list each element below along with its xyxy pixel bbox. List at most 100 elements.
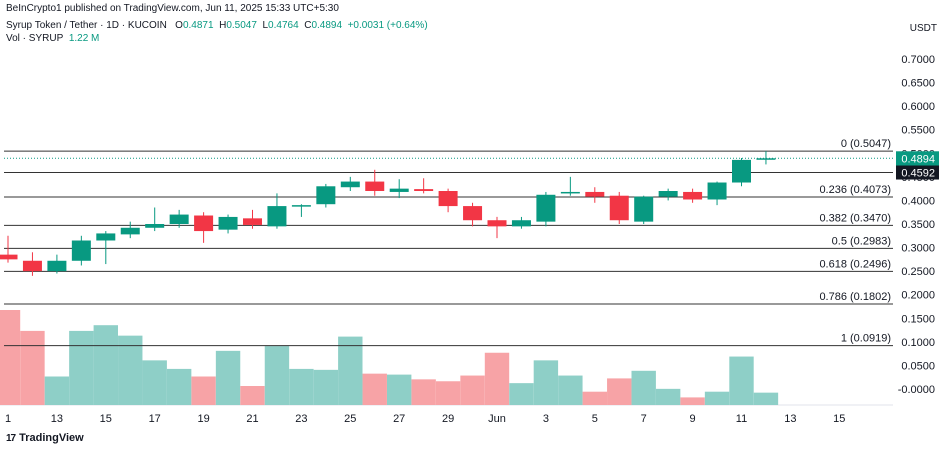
high-label: H [219, 20, 227, 31]
candle-body [560, 191, 580, 194]
volume-bar [20, 330, 45, 405]
volume-bar [460, 375, 485, 405]
volume-bar [44, 376, 70, 405]
candle-body [120, 227, 140, 235]
x-tick-label: 15 [833, 413, 845, 425]
brand-name: TradingView [19, 432, 84, 444]
x-tick-label: 13 [784, 413, 796, 425]
y-tick-label: 0.6500 [901, 78, 935, 90]
candle-body [511, 220, 531, 227]
symbol-name[interactable]: Syrup Token / Tether · 1D · KUCOIN [6, 20, 167, 31]
low-label: L [262, 20, 269, 31]
volume-bar [729, 356, 754, 405]
volume-bar [240, 386, 265, 405]
y-tick-label: 0.2000 [901, 290, 935, 302]
y-tick-label: -0.0000 [898, 384, 935, 396]
fib-level-label: 0 (0.5047) [841, 138, 891, 150]
last-price-label: 0.4894 [901, 153, 935, 165]
y-tick-label: 0.4000 [901, 195, 935, 207]
y-tick-label: 0.1000 [901, 337, 935, 349]
y-tick-label: 0.3000 [901, 243, 935, 255]
candle-body [145, 224, 165, 228]
volume-bar [607, 378, 632, 405]
x-tick-label: 21 [246, 413, 258, 425]
x-tick-label: 13 [51, 413, 63, 425]
candle-body [487, 220, 507, 227]
currency-label[interactable]: USDT [909, 23, 937, 34]
prev-close-label: 0.4592 [901, 168, 935, 180]
candle-body [0, 254, 18, 260]
candle-body [536, 194, 556, 222]
change-value: +0.0031 (+0.64%) [347, 20, 428, 31]
candle-body [658, 191, 678, 197]
candle-body [96, 233, 116, 241]
open-value: 0.4871 [182, 20, 214, 31]
tradingview-brand[interactable]: 17 TradingView [6, 432, 84, 444]
candle-body [267, 206, 287, 227]
publish-info: BeInCrypto1 published on TradingView.com… [6, 3, 339, 14]
candle-body [389, 188, 409, 192]
volume-bar [704, 391, 730, 405]
fib-level-label: 0.618 (0.2496) [819, 258, 891, 270]
candle-body [291, 205, 311, 207]
candle-body [609, 195, 629, 221]
volume-bar [484, 352, 510, 405]
fib-level-label: 0.786 (0.1802) [819, 291, 891, 303]
volume-bar [93, 325, 118, 405]
volume-bar [753, 392, 779, 405]
high-value: 0.5047 [226, 20, 257, 31]
x-tick-label: 7 [641, 413, 647, 425]
volume-bar [509, 383, 534, 405]
candle-body [634, 196, 654, 222]
candle-body [218, 216, 238, 230]
candle-body [340, 181, 360, 188]
candle-body [22, 260, 42, 272]
volume-bar [0, 310, 21, 405]
x-tick-label: 15 [100, 413, 112, 425]
fib-level-label: 0.5 (0.2983) [832, 235, 891, 247]
y-tick-label: 0.1500 [901, 313, 935, 325]
volume-bar [166, 368, 192, 405]
x-tick-label: 9 [690, 413, 696, 425]
volume-bar [655, 388, 681, 405]
volume-bar [191, 376, 216, 405]
y-tick-label: 0.3500 [901, 219, 935, 231]
x-tick-label: 5 [592, 413, 598, 425]
open-label: O [175, 20, 183, 31]
prev-close-badge [896, 165, 939, 180]
candle-body [707, 182, 727, 200]
low-value: 0.4764 [268, 20, 299, 31]
fib-level-label: 0.382 (0.3470) [819, 212, 891, 224]
x-tick-label: 27 [393, 413, 405, 425]
candle-body [47, 260, 67, 272]
x-tick-label: 17 [149, 413, 161, 425]
volume-bar [362, 373, 387, 405]
volume-bar [435, 381, 461, 405]
candle-body [194, 215, 214, 232]
volume-bar [118, 335, 143, 405]
volume-bar [558, 375, 583, 405]
candle-body [732, 159, 751, 183]
y-tick-label: 0.7000 [901, 54, 935, 66]
volume-bar [264, 346, 290, 405]
x-tick-label: 1 [5, 413, 11, 425]
candle-body [414, 189, 434, 191]
candle-body [683, 191, 703, 200]
volume-value: 1.22 M [68, 33, 100, 44]
x-tick-label: 25 [344, 413, 356, 425]
volume-bar [533, 360, 559, 405]
close-value: 0.4894 [311, 20, 343, 31]
volume-bar [631, 370, 656, 405]
x-tick-label: 29 [442, 413, 454, 425]
fib-level-label: 0.236 (0.4073) [819, 184, 891, 196]
candle-body [365, 181, 385, 191]
volume-label[interactable]: Vol · SYRUP [6, 33, 64, 44]
y-tick-label: 0.5500 [901, 125, 935, 137]
tradingview-logo-icon: 17 [6, 433, 16, 444]
volume-bar [215, 350, 241, 405]
volume-legend: Vol · SYRUP 1.22 M [6, 33, 99, 44]
candle-body [243, 218, 262, 225]
close-label: C [304, 20, 312, 31]
y-tick-label: 0.0500 [901, 360, 935, 372]
